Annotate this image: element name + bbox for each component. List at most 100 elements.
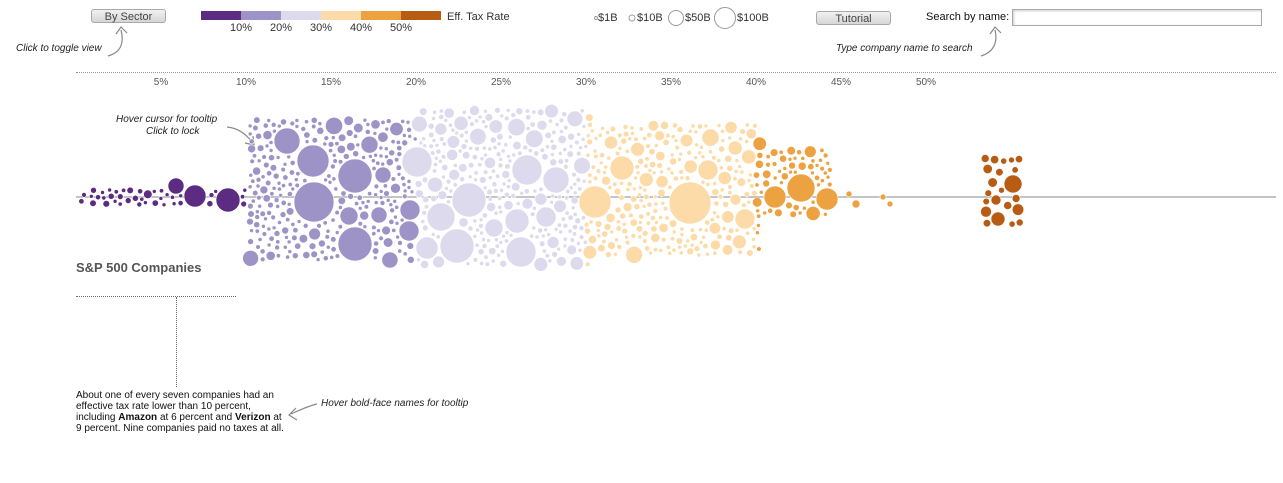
company-bubble[interactable] xyxy=(406,185,412,190)
company-bubble[interactable] xyxy=(568,144,574,149)
company-bubble[interactable] xyxy=(484,261,491,267)
company-bubble[interactable] xyxy=(532,206,537,211)
company-bubble[interactable] xyxy=(441,141,447,147)
company-bubble[interactable] xyxy=(272,172,280,180)
company-bubble[interactable] xyxy=(995,168,1004,177)
company-bubble[interactable] xyxy=(541,233,546,239)
company-bubble[interactable] xyxy=(571,224,578,231)
company-bubble[interactable] xyxy=(477,114,483,120)
company-bubble[interactable] xyxy=(337,226,373,262)
company-bubble[interactable] xyxy=(590,164,596,170)
company-bubble[interactable] xyxy=(576,150,582,157)
company-bubble[interactable] xyxy=(472,218,478,224)
company-bubble[interactable] xyxy=(565,188,571,194)
company-bubble[interactable] xyxy=(300,126,307,132)
company-bubble[interactable] xyxy=(459,176,465,183)
company-bubble[interactable] xyxy=(481,119,486,125)
company-bubble[interactable] xyxy=(660,200,666,206)
company-bubble[interactable] xyxy=(810,158,816,164)
company-bubble[interactable] xyxy=(541,153,549,161)
company-bubble[interactable] xyxy=(628,212,634,219)
verizon-name[interactable]: Verizon xyxy=(235,412,271,423)
company-bubble[interactable] xyxy=(980,154,990,163)
company-bubble[interactable] xyxy=(276,123,282,129)
company-bubble[interactable] xyxy=(633,203,641,211)
company-bubble[interactable] xyxy=(718,145,726,153)
company-bubble[interactable] xyxy=(544,253,551,259)
company-bubble[interactable] xyxy=(433,162,439,168)
company-bubble[interactable] xyxy=(393,214,398,220)
company-bubble[interactable] xyxy=(553,199,567,213)
company-bubble[interactable] xyxy=(385,198,391,203)
company-bubble[interactable] xyxy=(788,161,796,170)
company-bubble[interactable] xyxy=(582,239,588,245)
company-bubble[interactable] xyxy=(727,227,735,235)
company-bubble[interactable] xyxy=(402,133,407,138)
company-bubble[interactable] xyxy=(461,109,467,115)
company-bubble[interactable] xyxy=(522,144,529,151)
company-bubble[interactable] xyxy=(492,145,498,150)
company-bubble[interactable] xyxy=(593,153,599,159)
company-bubble[interactable] xyxy=(398,220,420,242)
company-bubble[interactable] xyxy=(380,119,386,125)
company-bubble[interactable] xyxy=(487,146,493,152)
company-bubble[interactable] xyxy=(289,120,295,127)
company-bubble[interactable] xyxy=(511,182,521,192)
company-bubble[interactable] xyxy=(247,202,254,210)
company-bubble[interactable] xyxy=(721,210,735,224)
company-bubble[interactable] xyxy=(705,251,710,257)
company-bubble[interactable] xyxy=(280,167,286,173)
company-bubble[interactable] xyxy=(473,177,478,183)
company-bubble[interactable] xyxy=(587,235,597,245)
company-bubble[interactable] xyxy=(257,203,263,209)
company-bubble[interactable] xyxy=(431,116,436,121)
company-bubble[interactable] xyxy=(353,122,364,134)
company-bubble[interactable] xyxy=(361,155,366,160)
company-bubble[interactable] xyxy=(337,196,346,205)
company-bubble[interactable] xyxy=(807,163,815,171)
company-bubble[interactable] xyxy=(286,207,295,216)
company-bubble[interactable] xyxy=(371,224,377,231)
company-bubble[interactable] xyxy=(810,170,815,176)
company-bubble[interactable] xyxy=(712,250,718,256)
company-bubble[interactable] xyxy=(325,228,331,234)
company-bubble[interactable] xyxy=(744,139,750,145)
company-bubble[interactable] xyxy=(247,131,253,137)
company-bubble[interactable] xyxy=(727,140,743,156)
company-bubble[interactable] xyxy=(557,135,567,145)
company-bubble[interactable] xyxy=(262,122,269,129)
company-bubble[interactable] xyxy=(614,237,619,242)
company-bubble[interactable] xyxy=(137,188,143,195)
company-bubble[interactable] xyxy=(496,133,504,141)
company-bubble[interactable] xyxy=(546,236,560,249)
company-bubble[interactable] xyxy=(164,192,170,197)
company-bubble[interactable] xyxy=(139,196,145,202)
company-bubble[interactable] xyxy=(544,103,559,119)
company-bubble[interactable] xyxy=(553,227,559,232)
company-bubble[interactable] xyxy=(107,192,115,200)
company-bubble[interactable] xyxy=(690,123,696,129)
company-bubble[interactable] xyxy=(441,164,449,172)
company-bubble[interactable] xyxy=(266,242,272,248)
company-bubble[interactable] xyxy=(454,130,460,136)
company-bubble[interactable] xyxy=(268,148,274,153)
company-bubble[interactable] xyxy=(719,187,725,193)
company-bubble[interactable] xyxy=(517,150,523,156)
company-bubble[interactable] xyxy=(362,117,368,123)
company-bubble[interactable] xyxy=(90,187,97,194)
company-bubble[interactable] xyxy=(421,210,427,216)
company-bubble[interactable] xyxy=(286,202,292,207)
company-bubble[interactable] xyxy=(622,124,629,130)
company-bubble[interactable] xyxy=(389,207,395,214)
company-bubble[interactable] xyxy=(649,161,657,169)
company-bubble[interactable] xyxy=(402,188,408,194)
company-bubble[interactable] xyxy=(240,200,247,208)
company-bubble[interactable] xyxy=(268,154,275,162)
company-bubble[interactable] xyxy=(678,250,684,256)
company-bubble[interactable] xyxy=(656,162,663,169)
company-bubble[interactable] xyxy=(422,143,428,149)
company-bubble[interactable] xyxy=(273,197,280,203)
company-bubble[interactable] xyxy=(484,113,494,122)
company-bubble[interactable] xyxy=(406,255,415,264)
company-bubble[interactable] xyxy=(396,172,402,177)
